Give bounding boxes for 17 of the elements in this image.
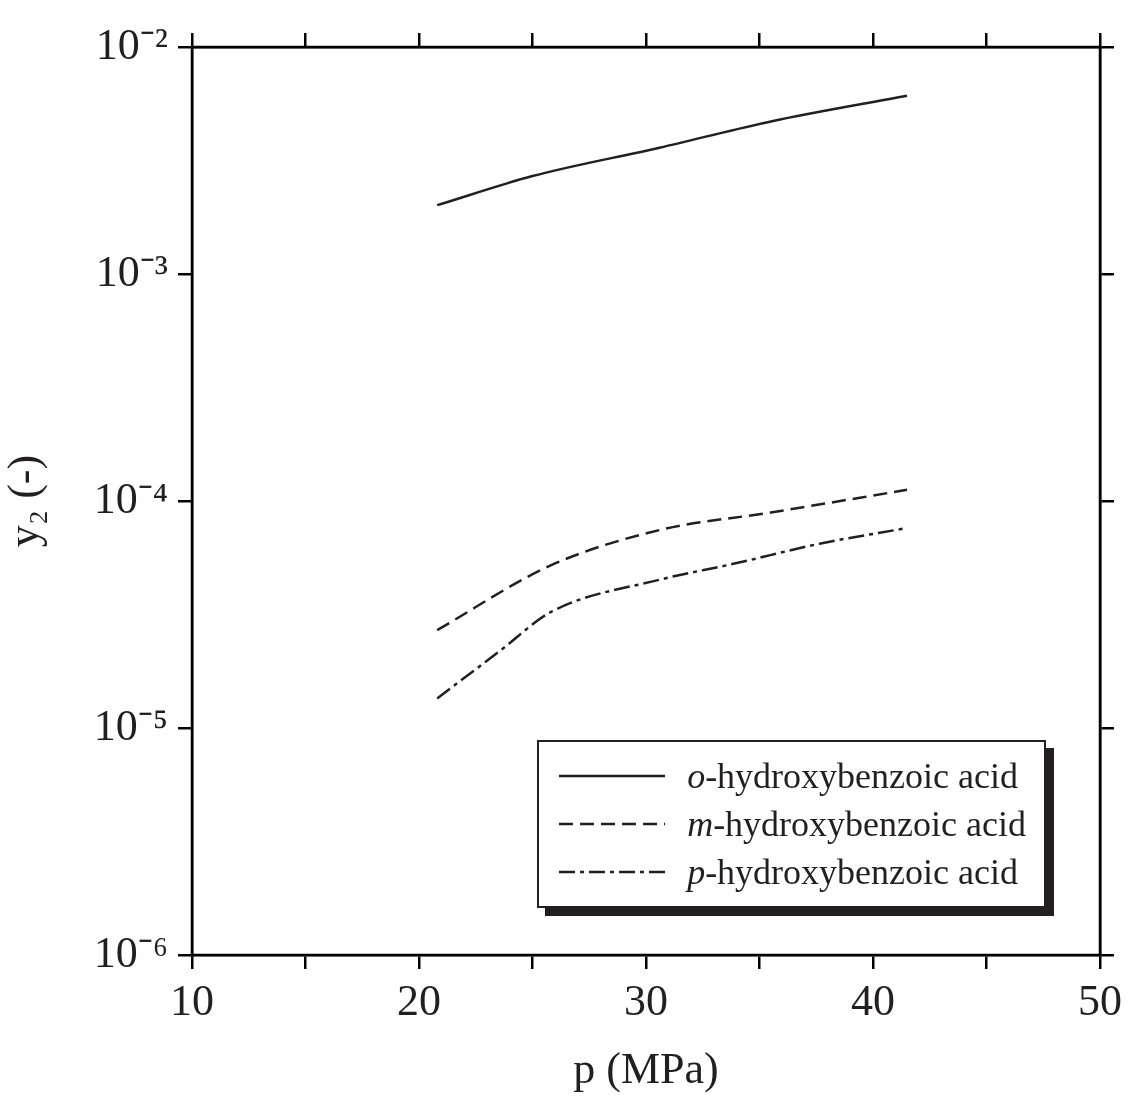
x-tick-label: 50 bbox=[1078, 975, 1122, 1025]
x-tick-label: 10 bbox=[170, 975, 214, 1025]
x-tick-label: 40 bbox=[851, 975, 895, 1025]
y-axis-title: y₂ (-) bbox=[0, 454, 48, 548]
x-axis-title: p (MPa) bbox=[573, 1044, 719, 1094]
legend-label: m-hydroxybenzoic acid bbox=[687, 803, 1026, 845]
y-tick-label: 10⁻⁶ bbox=[93, 927, 168, 977]
legend-label: o-hydroxybenzoic acid bbox=[687, 755, 1018, 797]
y-tick-label: 10⁻³ bbox=[95, 246, 168, 296]
line-series bbox=[435, 94, 909, 207]
y-tick-label: 10⁻² bbox=[95, 19, 168, 69]
legend-label: p-hydroxybenzoic acid bbox=[687, 851, 1018, 893]
y-tick-label: 10⁻⁴ bbox=[93, 473, 168, 523]
line-series bbox=[435, 488, 909, 632]
y-tick-label: 10⁻⁵ bbox=[93, 700, 168, 750]
x-tick-label: 20 bbox=[397, 975, 441, 1025]
x-tick-label: 30 bbox=[624, 975, 668, 1025]
